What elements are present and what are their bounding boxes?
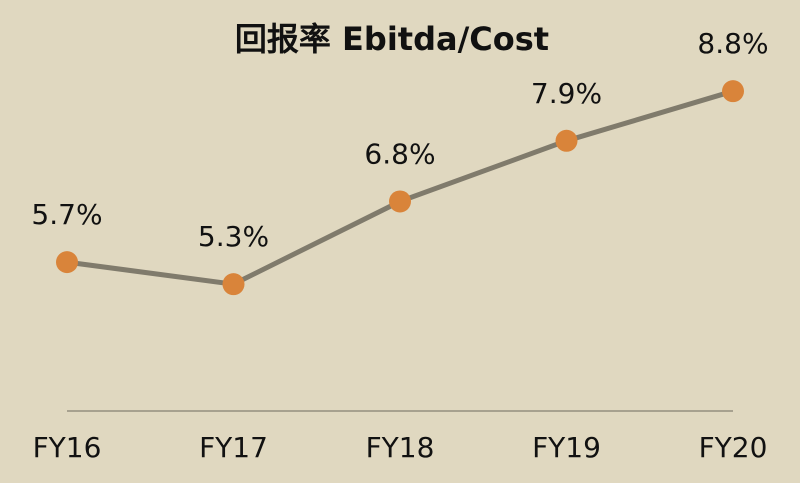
data-point (555, 129, 578, 152)
data-point (389, 190, 411, 213)
chart-title: 回报率 Ebitda/Cost (235, 20, 549, 58)
x-tick-label: FY17 (199, 431, 268, 464)
data-point (56, 251, 78, 274)
x-tick-label: FY18 (366, 431, 435, 464)
value-label: 8.8% (697, 27, 768, 60)
value-label: 5.3% (198, 220, 269, 253)
data-point (722, 80, 744, 103)
value-label: 6.8% (364, 137, 435, 170)
x-tick-label: FY20 (699, 431, 768, 464)
value-label: 5.7% (31, 198, 102, 231)
data-point (222, 273, 245, 296)
x-tick-label: FY19 (532, 431, 601, 464)
x-tick-label: FY16 (33, 431, 102, 464)
value-label: 7.9% (531, 77, 602, 110)
